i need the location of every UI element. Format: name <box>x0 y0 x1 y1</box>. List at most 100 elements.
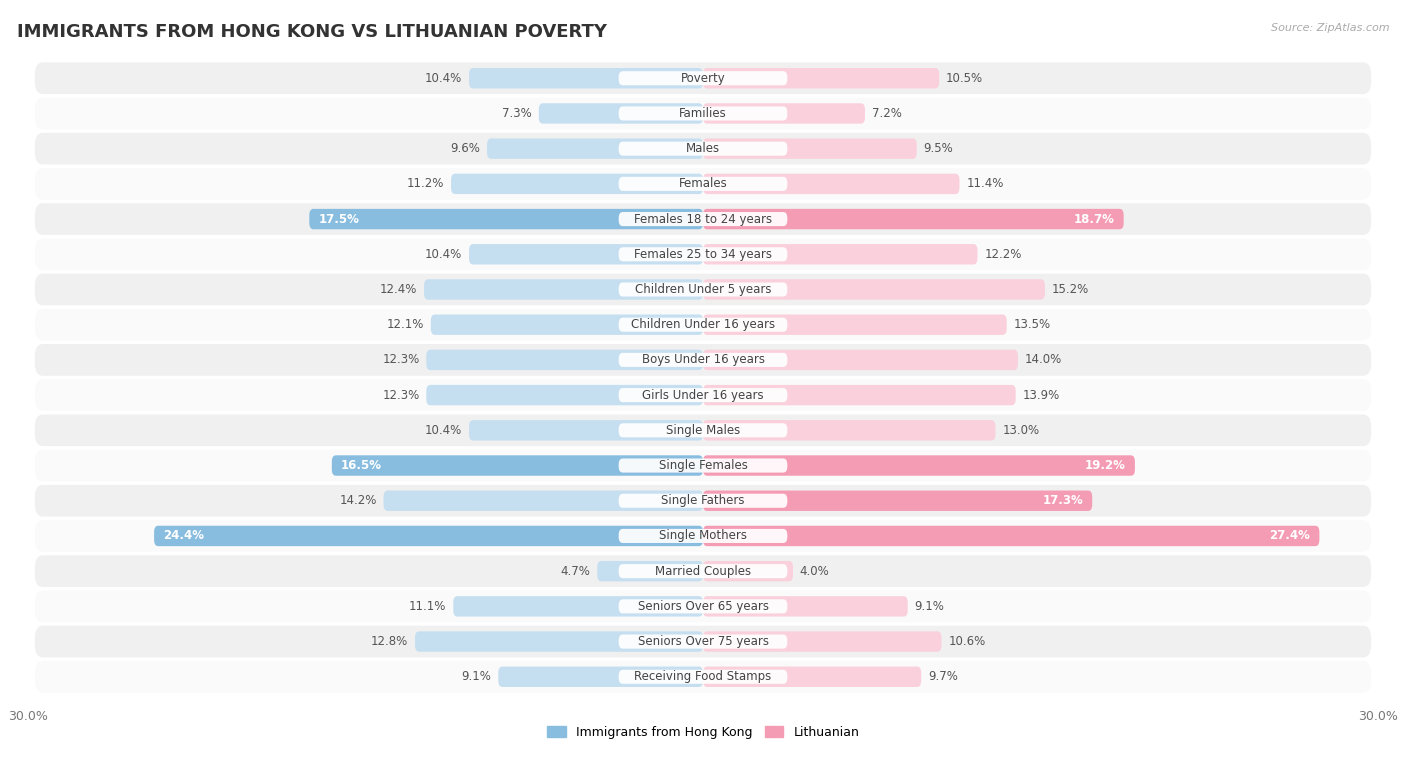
Text: Children Under 5 years: Children Under 5 years <box>634 283 772 296</box>
Text: 12.4%: 12.4% <box>380 283 418 296</box>
FancyBboxPatch shape <box>703 385 1015 406</box>
FancyBboxPatch shape <box>35 590 1371 622</box>
Text: 15.2%: 15.2% <box>1052 283 1088 296</box>
Text: 12.2%: 12.2% <box>984 248 1022 261</box>
FancyBboxPatch shape <box>35 379 1371 411</box>
Text: IMMIGRANTS FROM HONG KONG VS LITHUANIAN POVERTY: IMMIGRANTS FROM HONG KONG VS LITHUANIAN … <box>17 23 607 41</box>
FancyBboxPatch shape <box>619 247 787 262</box>
Text: Females: Females <box>679 177 727 190</box>
FancyBboxPatch shape <box>619 529 787 543</box>
FancyBboxPatch shape <box>35 203 1371 235</box>
FancyBboxPatch shape <box>619 106 787 121</box>
FancyBboxPatch shape <box>619 634 787 649</box>
Text: Seniors Over 75 years: Seniors Over 75 years <box>637 635 769 648</box>
Text: 9.6%: 9.6% <box>450 143 481 155</box>
FancyBboxPatch shape <box>619 212 787 226</box>
Text: 12.1%: 12.1% <box>387 318 425 331</box>
FancyBboxPatch shape <box>703 349 1018 370</box>
FancyBboxPatch shape <box>538 103 703 124</box>
FancyBboxPatch shape <box>703 526 1319 547</box>
FancyBboxPatch shape <box>35 133 1371 164</box>
Text: 17.3%: 17.3% <box>1042 494 1083 507</box>
Text: 24.4%: 24.4% <box>163 529 204 543</box>
FancyBboxPatch shape <box>415 631 703 652</box>
FancyBboxPatch shape <box>703 244 977 265</box>
Text: Single Mothers: Single Mothers <box>659 529 747 543</box>
FancyBboxPatch shape <box>703 68 939 89</box>
Text: 10.5%: 10.5% <box>946 72 983 85</box>
Text: 13.0%: 13.0% <box>1002 424 1039 437</box>
Text: Boys Under 16 years: Boys Under 16 years <box>641 353 765 366</box>
FancyBboxPatch shape <box>619 177 787 191</box>
FancyBboxPatch shape <box>703 631 942 652</box>
FancyBboxPatch shape <box>703 490 1092 511</box>
FancyBboxPatch shape <box>451 174 703 194</box>
FancyBboxPatch shape <box>598 561 703 581</box>
FancyBboxPatch shape <box>35 274 1371 305</box>
FancyBboxPatch shape <box>35 168 1371 199</box>
FancyBboxPatch shape <box>619 353 787 367</box>
FancyBboxPatch shape <box>703 561 793 581</box>
Text: 4.7%: 4.7% <box>561 565 591 578</box>
Text: 12.3%: 12.3% <box>382 389 419 402</box>
FancyBboxPatch shape <box>619 142 787 155</box>
FancyBboxPatch shape <box>309 209 703 229</box>
Text: 9.7%: 9.7% <box>928 670 957 683</box>
FancyBboxPatch shape <box>703 139 917 159</box>
Text: Married Couples: Married Couples <box>655 565 751 578</box>
Text: 11.4%: 11.4% <box>966 177 1004 190</box>
Text: 9.5%: 9.5% <box>924 143 953 155</box>
Text: 11.1%: 11.1% <box>409 600 447 613</box>
FancyBboxPatch shape <box>703 103 865 124</box>
FancyBboxPatch shape <box>35 415 1371 446</box>
Text: Females 25 to 34 years: Females 25 to 34 years <box>634 248 772 261</box>
Text: 27.4%: 27.4% <box>1270 529 1310 543</box>
FancyBboxPatch shape <box>35 344 1371 376</box>
FancyBboxPatch shape <box>35 485 1371 517</box>
FancyBboxPatch shape <box>35 556 1371 587</box>
FancyBboxPatch shape <box>470 244 703 265</box>
FancyBboxPatch shape <box>619 493 787 508</box>
FancyBboxPatch shape <box>384 490 703 511</box>
Text: 18.7%: 18.7% <box>1074 212 1115 226</box>
FancyBboxPatch shape <box>430 315 703 335</box>
FancyBboxPatch shape <box>35 449 1371 481</box>
Text: Seniors Over 65 years: Seniors Over 65 years <box>637 600 769 613</box>
Text: 16.5%: 16.5% <box>340 459 382 472</box>
FancyBboxPatch shape <box>35 309 1371 340</box>
Text: Receiving Food Stamps: Receiving Food Stamps <box>634 670 772 683</box>
Text: Source: ZipAtlas.com: Source: ZipAtlas.com <box>1271 23 1389 33</box>
Text: 9.1%: 9.1% <box>914 600 945 613</box>
Text: 14.0%: 14.0% <box>1025 353 1062 366</box>
FancyBboxPatch shape <box>426 349 703 370</box>
Text: 10.4%: 10.4% <box>425 424 463 437</box>
FancyBboxPatch shape <box>332 456 703 476</box>
Legend: Immigrants from Hong Kong, Lithuanian: Immigrants from Hong Kong, Lithuanian <box>541 721 865 744</box>
Text: 13.9%: 13.9% <box>1022 389 1060 402</box>
Text: 19.2%: 19.2% <box>1085 459 1126 472</box>
Text: Single Males: Single Males <box>666 424 740 437</box>
Text: 7.3%: 7.3% <box>502 107 531 120</box>
Text: Males: Males <box>686 143 720 155</box>
FancyBboxPatch shape <box>155 526 703 547</box>
FancyBboxPatch shape <box>453 596 703 616</box>
FancyBboxPatch shape <box>35 661 1371 693</box>
FancyBboxPatch shape <box>35 239 1371 270</box>
FancyBboxPatch shape <box>619 388 787 402</box>
FancyBboxPatch shape <box>703 420 995 440</box>
Text: 13.5%: 13.5% <box>1014 318 1050 331</box>
Text: 4.0%: 4.0% <box>800 565 830 578</box>
Text: 7.2%: 7.2% <box>872 107 901 120</box>
FancyBboxPatch shape <box>619 670 787 684</box>
Text: 12.8%: 12.8% <box>371 635 408 648</box>
FancyBboxPatch shape <box>498 666 703 687</box>
FancyBboxPatch shape <box>35 520 1371 552</box>
FancyBboxPatch shape <box>619 318 787 332</box>
FancyBboxPatch shape <box>426 385 703 406</box>
FancyBboxPatch shape <box>35 98 1371 130</box>
Text: 10.4%: 10.4% <box>425 248 463 261</box>
Text: 12.3%: 12.3% <box>382 353 419 366</box>
FancyBboxPatch shape <box>619 459 787 472</box>
FancyBboxPatch shape <box>470 68 703 89</box>
FancyBboxPatch shape <box>619 564 787 578</box>
